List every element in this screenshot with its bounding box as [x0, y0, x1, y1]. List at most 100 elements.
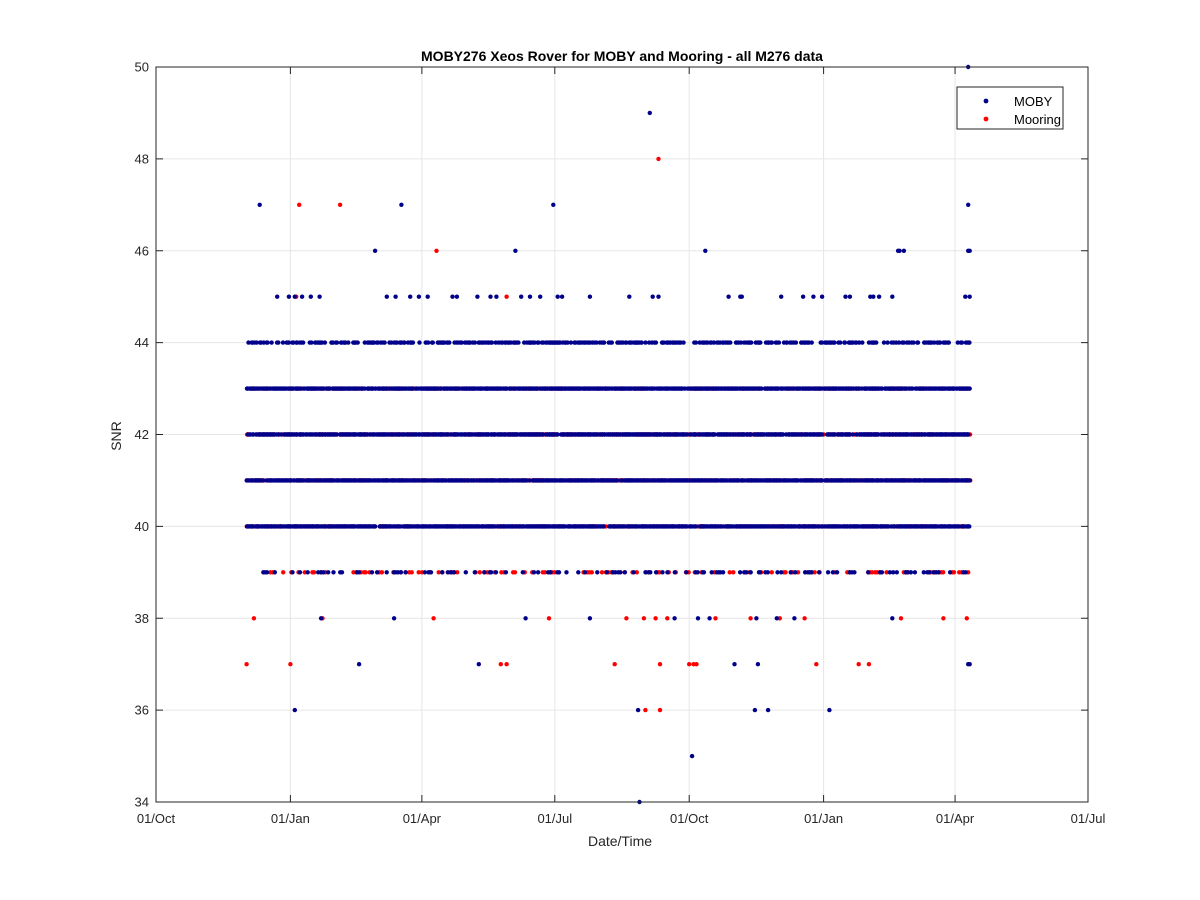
moby-point: [297, 570, 303, 575]
moby-point: [765, 570, 770, 575]
mooring-point: [941, 570, 946, 575]
moby-point: [887, 570, 892, 575]
moby-point: [776, 340, 782, 345]
moby-point: [927, 570, 932, 575]
moby-point: [346, 340, 351, 345]
mooring-point: [416, 570, 421, 575]
mooring-point: [657, 707, 663, 713]
moby-point: [452, 570, 457, 575]
y-tick-label: 36: [135, 703, 149, 718]
moby-point: [384, 294, 389, 299]
moby-point: [556, 570, 562, 575]
moby-point: [440, 570, 445, 575]
moby-point: [373, 524, 378, 529]
moby-point: [695, 616, 701, 621]
legend-marker-moby: [983, 98, 989, 104]
mooring-point: [856, 662, 861, 667]
moby-point: [738, 340, 744, 345]
moby-point: [531, 570, 537, 575]
mooring-point: [455, 570, 460, 575]
x-tick-label: 01/Apr: [936, 811, 975, 826]
moby-point: [565, 340, 570, 345]
mooring-point: [866, 662, 872, 667]
y-tick-label: 46: [135, 243, 149, 258]
moby-point: [937, 340, 943, 345]
moby-point: [885, 340, 890, 345]
moby-point: [967, 524, 972, 529]
moby-point: [709, 570, 714, 575]
x-tick-label: 01/Jan: [804, 811, 843, 826]
mooring-point: [589, 570, 594, 575]
mooring-point: [542, 570, 548, 575]
moby-point: [967, 248, 972, 253]
moby-point: [426, 340, 431, 345]
moby-point: [748, 570, 753, 575]
mooring-point: [802, 616, 807, 621]
mooring-point: [311, 570, 317, 575]
y-tick-label: 34: [135, 795, 149, 810]
moby-point: [832, 340, 837, 345]
moby-point: [774, 616, 779, 621]
mooring-point: [379, 570, 385, 575]
moby-point: [967, 340, 972, 345]
mooring-point: [951, 570, 957, 575]
moby-point: [811, 294, 816, 299]
legend-label-mooring: Mooring: [1014, 112, 1061, 127]
mooring-point: [477, 570, 482, 575]
y-tick-label: 50: [135, 60, 149, 75]
moby-point: [754, 616, 759, 621]
moby-point: [653, 570, 659, 575]
moby-point: [425, 294, 430, 299]
mooring-point: [941, 616, 946, 621]
moby-point: [775, 570, 780, 575]
moby-point: [445, 570, 450, 575]
moby-point: [476, 662, 481, 667]
moby-point: [576, 570, 581, 575]
moby-point: [408, 294, 413, 299]
moby-point: [672, 616, 677, 621]
moby-point: [911, 340, 916, 345]
moby-point: [308, 294, 313, 299]
moby-point: [555, 294, 560, 299]
mooring-point: [504, 294, 509, 299]
moby-point: [896, 340, 902, 345]
moby-point: [755, 662, 761, 667]
moby-point: [488, 570, 494, 575]
moby-point: [728, 340, 733, 345]
moby-point: [744, 570, 749, 575]
moby-point: [819, 294, 825, 299]
moby-point: [653, 340, 659, 345]
mooring-point: [512, 570, 518, 575]
mooring-point: [436, 570, 441, 575]
moby-point: [838, 340, 843, 345]
moby-point: [788, 570, 793, 575]
y-tick-label: 40: [135, 519, 149, 534]
moby-point: [540, 432, 546, 437]
moby-point: [356, 570, 362, 575]
moby-point: [524, 478, 529, 483]
moby-point: [454, 294, 460, 299]
moby-point: [879, 478, 885, 483]
moby-point: [631, 570, 636, 575]
moby-point: [548, 570, 553, 575]
mooring-point: [783, 570, 788, 575]
moby-point: [809, 570, 814, 575]
moby-point: [711, 340, 717, 345]
moby-point: [779, 294, 784, 299]
moby-point: [513, 248, 518, 253]
moby-point: [339, 570, 345, 575]
moby-point: [779, 570, 784, 575]
moby-point: [739, 294, 744, 299]
moby-point: [890, 616, 895, 621]
moby-point: [391, 616, 397, 621]
moby-point: [967, 662, 972, 667]
moby-point: [792, 616, 797, 621]
moby-point: [656, 294, 661, 299]
mooring-point: [297, 202, 302, 207]
moby-point: [643, 340, 648, 345]
moby-point: [897, 248, 902, 253]
mooring-point: [612, 662, 617, 667]
moby-point: [915, 340, 921, 345]
moby-point: [894, 570, 899, 575]
moby-point: [901, 248, 907, 253]
